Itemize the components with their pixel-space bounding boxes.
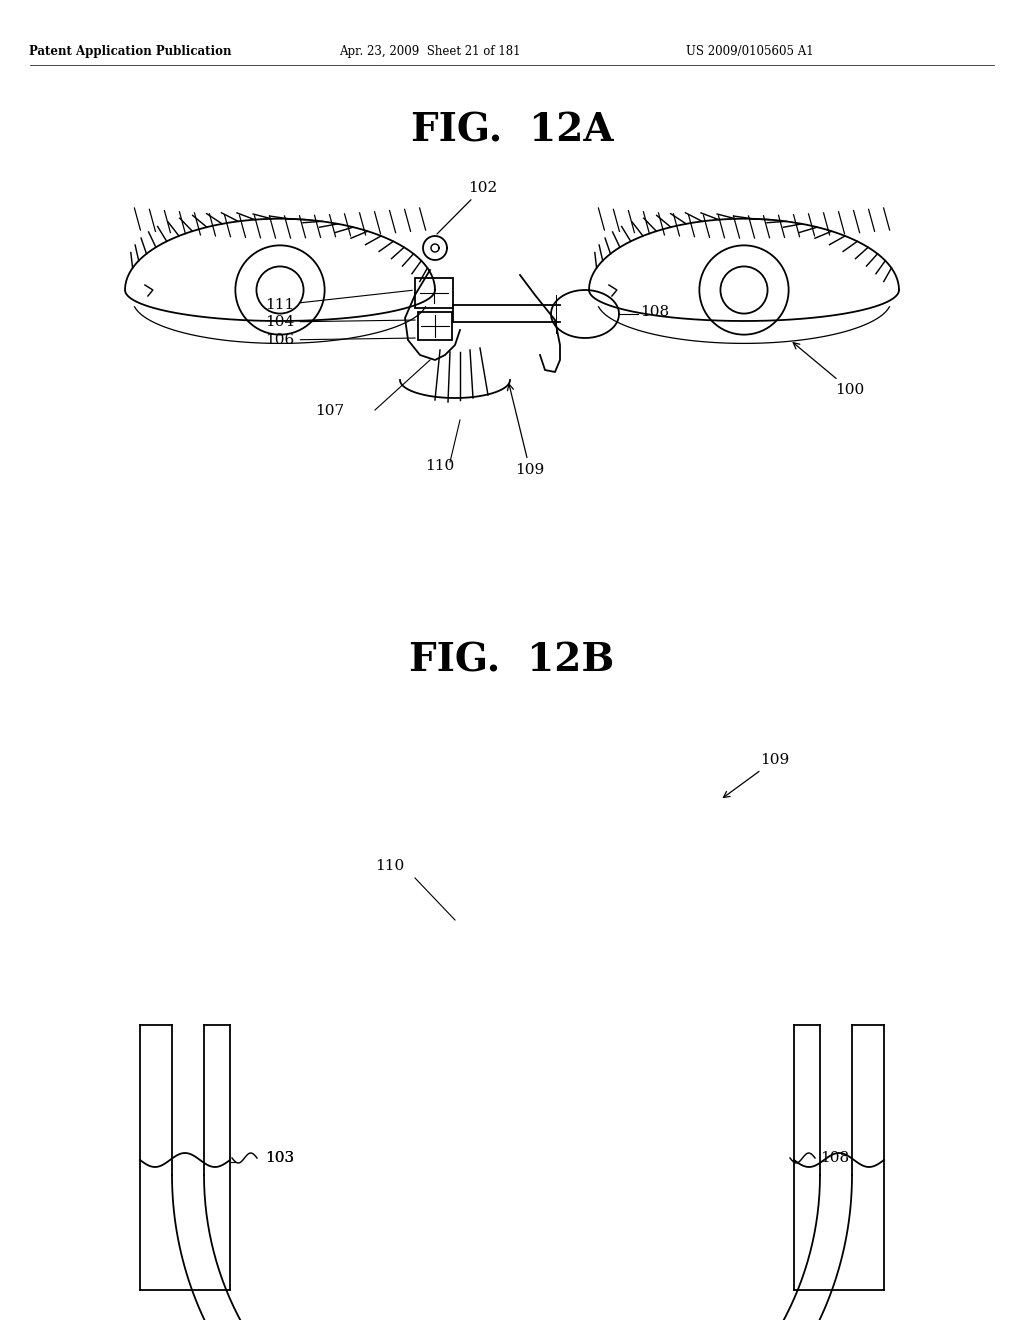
Text: FIG.  12A: FIG. 12A	[411, 111, 613, 149]
Text: 103: 103	[265, 1151, 294, 1166]
Bar	[418, 312, 452, 341]
Text: 109: 109	[723, 752, 790, 797]
Text: 108: 108	[640, 305, 669, 319]
Text: 107: 107	[315, 404, 344, 418]
Text: 108: 108	[820, 1151, 849, 1166]
Text: 110: 110	[425, 459, 455, 473]
Text: 103: 103	[265, 1151, 294, 1166]
Text: Patent Application Publication: Patent Application Publication	[29, 45, 231, 58]
Text: 106: 106	[265, 333, 415, 347]
Text: FIG.  12B: FIG. 12B	[410, 642, 614, 678]
Text: US 2009/0105605 A1: US 2009/0105605 A1	[686, 45, 814, 58]
Text: Apr. 23, 2009  Sheet 21 of 181: Apr. 23, 2009 Sheet 21 of 181	[339, 45, 521, 58]
Text: 109: 109	[508, 384, 545, 477]
Text: 102: 102	[437, 181, 498, 234]
Text: 100: 100	[794, 343, 864, 397]
Text: 110: 110	[376, 859, 404, 873]
Bar	[415, 279, 453, 308]
Text: 104: 104	[265, 315, 415, 329]
Text: 111: 111	[265, 290, 413, 312]
